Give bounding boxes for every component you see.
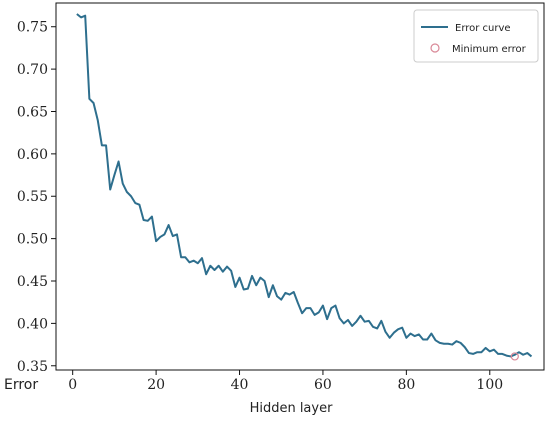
x-axis-ticks: 0 20 40 60 80 100 xyxy=(68,370,503,393)
x-axis-label: Hidden layer xyxy=(250,401,334,416)
y-tick-label: 0.50 xyxy=(17,232,48,248)
y-tick-label: 0.45 xyxy=(17,274,48,290)
legend-error-curve-label: Error curve xyxy=(455,23,511,34)
minimum-error-marker xyxy=(510,352,519,361)
y-tick-label: 0.35 xyxy=(17,359,48,375)
error-curve-line xyxy=(76,13,533,358)
legend: Error curve Minimum error xyxy=(413,9,539,63)
x-tick-label: 0 xyxy=(68,377,77,393)
x-tick-label: 60 xyxy=(314,377,332,393)
y-tick-label: 0.70 xyxy=(17,62,48,78)
y-axis-ticks: 0.35 0.40 0.45 0.50 0.55 0.60 0.65 0.70 0.75 xyxy=(17,20,56,375)
y-tick-label: 0.40 xyxy=(17,316,48,332)
legend-box xyxy=(413,9,539,63)
y-tick-label: 0.55 xyxy=(17,189,48,205)
x-tick-label: 20 xyxy=(147,377,165,393)
plot-area-frame xyxy=(55,2,545,371)
x-tick-label: 100 xyxy=(476,377,503,393)
x-tick-label: 40 xyxy=(231,377,249,393)
legend-marker-swatch xyxy=(430,43,440,53)
y-axis-label: Error xyxy=(4,377,38,393)
y-tick-label: 0.60 xyxy=(17,147,48,163)
y-tick-label: 0.75 xyxy=(17,20,48,36)
legend-minimum-error-label: Minimum error xyxy=(452,44,527,55)
y-tick-label: 0.65 xyxy=(17,104,48,120)
x-tick-label: 80 xyxy=(397,377,415,393)
